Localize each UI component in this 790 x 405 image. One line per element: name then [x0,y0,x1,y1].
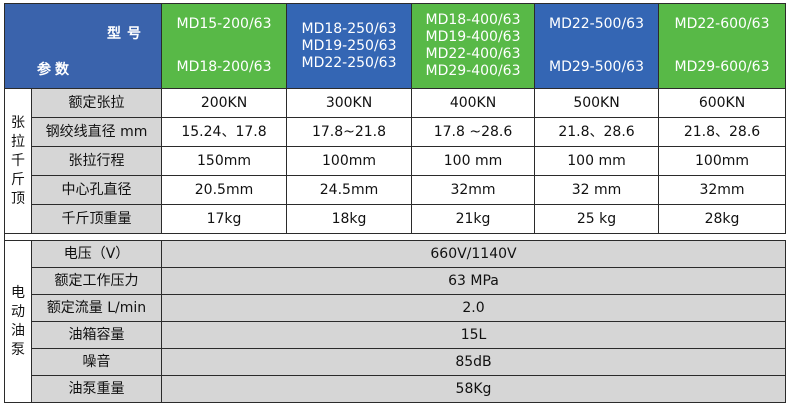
param-value: 500KN [534,88,659,118]
param-value-merged: 58Kg [161,375,786,403]
group-char: 电 [11,284,25,301]
param-value: 100mm [286,146,412,176]
model-name: MD19-250/63 [301,37,397,54]
pump-row: 噪音 85dB [5,348,786,376]
param-value: 100 mm [534,146,659,176]
jack-row: 千斤顶重量 17kg 18kg 21kg 25 kg 28kg [5,204,786,234]
model-name: MD29-400/63 [425,63,521,79]
param-value: 400KN [411,88,535,118]
model-name: MD22-400/63 [425,46,521,62]
jack-row: 张拉行程 150mm 100mm 100 mm 100 mm 100mm [5,146,786,176]
param-value: 17kg [161,204,287,234]
param-label: 中心孔直径 [31,175,162,205]
param-value: 21kg [411,204,535,234]
param-value: 32mm [411,175,535,205]
param-value: 21.8、28.6 [534,117,659,147]
jack-row: 钢绞线直径 mm 15.24、17.8 17.8~21.8 17.8 ~28.6 21.… [5,117,786,147]
param-value: 100mm [658,146,786,176]
group-char: 泵 [11,341,25,358]
jack-group-label: 张拉千斤顶 [4,88,32,234]
param-value: 25 kg [534,204,659,234]
param-value: 32 mm [534,175,659,205]
param-label: 额定流量 L/min [31,294,162,322]
model-name: MD29-600/63 [674,59,770,75]
param-value-merged: 63 MPa [161,267,786,295]
group-char: 千 [11,152,25,169]
param-value: 21.8、28.6 [658,117,786,147]
param-value-merged: 660V/1140V [161,240,786,268]
corner-model-label: 型号 [107,26,147,42]
pump-row: 油箱容量 15L [5,321,786,349]
group-char: 油 [11,322,25,339]
param-label: 额定张拉 [31,88,162,118]
model-header-4: MD22-500/63 MD29-500/63 [534,3,659,89]
param-value: 17.8 ~28.6 [411,117,535,147]
corner-param-label: 参数 [37,62,73,78]
model-name: MD22-600/63 [674,16,770,32]
model-header-5: MD22-600/63 MD29-600/63 [658,3,786,89]
model-name: MD18-400/63 [425,12,521,28]
pump-row: 额定流量 L/min 2.0 [5,294,786,322]
header-corner: 型号参数 [4,3,162,89]
param-value-merged: 2.0 [161,294,786,322]
jack-row: 张拉千斤顶额定张拉 200KN 300KN 400KN 500KN 600KN [4,88,786,234]
param-value: 20.5mm [161,175,287,205]
param-value: 24.5mm [286,175,412,205]
group-char: 拉 [11,133,25,150]
model-header-2: MD18-250/63 MD19-250/63 MD22-250/63 [286,3,412,89]
group-char: 张 [11,114,25,131]
pump-row: 额定工作压力 63 MPa [5,267,786,295]
param-label: 额定工作压力 [31,267,162,295]
section-gap [4,233,786,241]
pump-group-label: 电动油泵 [4,240,32,403]
pump-row: 电动油泵电压（V） 660V/1140V [4,240,786,403]
param-value: 18kg [286,204,412,234]
model-header-1: MD15-200/63 MD18-200/63 [161,3,287,89]
header-row: 型号 参数 MD15-200/63 MD18-200/63 MD18-250/63 MD1… [4,3,786,89]
param-label: 油箱容量 [31,321,162,349]
param-label: 油泵重量 [31,375,162,403]
param-value-merged: 85dB [161,348,786,376]
group-char: 斤 [11,171,25,188]
param-value: 150mm [161,146,287,176]
model-name: MD18-200/63 [176,59,272,75]
model-name: MD22-250/63 [301,54,397,71]
param-value: 100 mm [411,146,535,176]
group-char: 动 [11,303,25,320]
param-value: 17.8~21.8 [286,117,412,147]
param-value: 15.24、17.8 [161,117,287,147]
group-char: 顶 [11,190,25,207]
param-value: 32mm [658,175,786,205]
pump-row: 油泵重量 58Kg [5,375,786,403]
param-label: 千斤顶重量 [31,204,162,234]
model-name: MD29-500/63 [549,59,644,75]
model-name: MD19-400/63 [425,29,521,45]
param-label: 电压（V） [31,240,162,268]
model-name: MD15-200/63 [176,16,272,32]
model-header-3: MD18-400/63 MD19-400/63 MD22-400/63 MD29-40… [411,3,535,89]
jack-row: 中心孔直径 20.5mm 24.5mm 32mm 32 mm 32mm [5,175,786,205]
param-value: 600KN [658,88,786,118]
param-value: 300KN [286,88,412,118]
param-value: 200KN [161,88,287,118]
section-divider [4,233,786,241]
param-label: 钢绞线直径 mm [31,117,162,147]
spec-table: 型号 参数 MD15-200/63 MD18-200/63 MD18-250/63 MD1… [4,3,786,403]
param-value: 28kg [658,204,786,234]
model-name: MD18-250/63 [301,20,397,37]
param-label: 噪音 [31,348,162,376]
param-label: 张拉行程 [31,146,162,176]
param-value-merged: 15L [161,321,786,349]
model-name: MD22-500/63 [549,16,644,32]
